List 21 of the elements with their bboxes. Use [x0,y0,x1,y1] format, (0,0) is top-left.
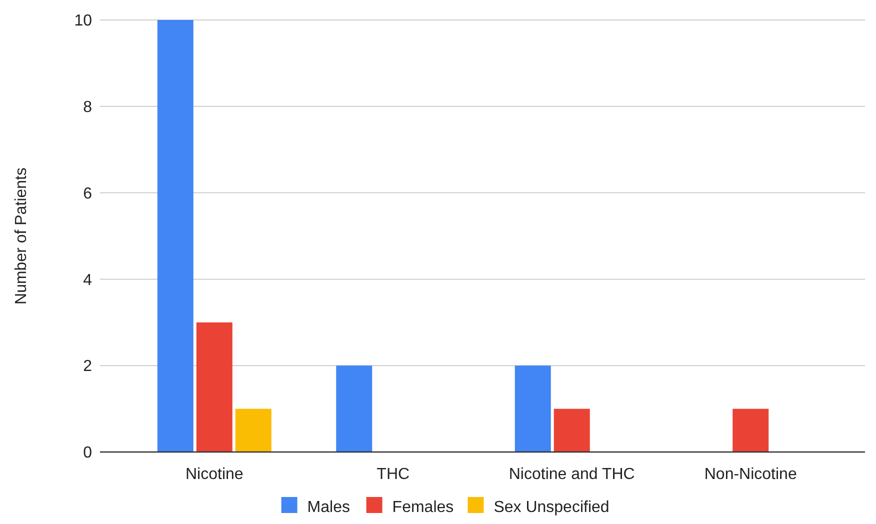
y-tick-label: 6 [83,185,92,202]
x-tick-label: Nicotine [185,466,244,483]
bar [514,366,551,452]
legend-label: Males [307,499,350,516]
y-tick-label: 4 [83,272,92,289]
y-tick-label: 8 [83,99,92,116]
y-tick-label: 2 [83,358,92,376]
legend-label: Sex Unspecified [494,499,610,516]
x-tick-label: Nicotine and THC [508,466,635,483]
bar [336,366,372,452]
bar [196,322,232,452]
x-tick-label: THC [376,466,410,483]
bar [157,20,194,452]
x-tick-label: Non-Nicotine [704,466,797,483]
y-tick-label: 10 [74,12,92,30]
y-axis-title: Number of Patients [13,168,30,304]
bar [554,408,590,452]
bar [235,408,272,452]
legend-label: Females [392,499,454,516]
bar [732,408,769,452]
y-tick-label: 0 [83,444,92,462]
